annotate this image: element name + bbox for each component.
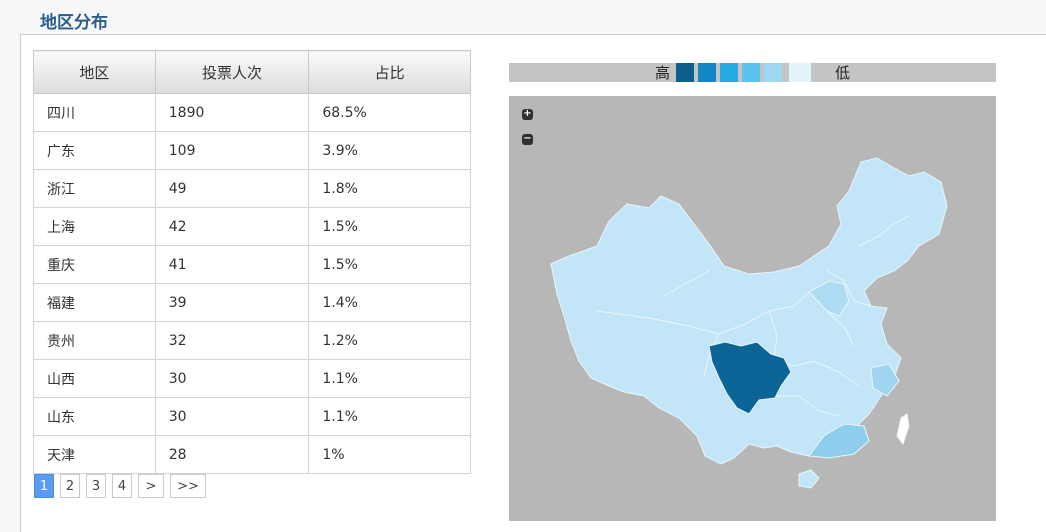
- china-map[interactable]: + −: [509, 96, 996, 521]
- cell-votes: 32: [154, 321, 310, 360]
- map-svg: [550, 157, 948, 489]
- legend-swatch: [764, 63, 782, 82]
- legend-low-label: 低: [835, 64, 851, 82]
- region-table: 地区 投票人次 占比 四川 1890 68.5% 广东 109 3.9% 浙江 49 1.8…: [33, 50, 471, 474]
- cell-share: 1.8%: [308, 169, 471, 208]
- cell-share: 1.5%: [308, 207, 471, 246]
- cell-votes: 109: [154, 131, 310, 170]
- legend-swatch: [698, 63, 716, 82]
- table-row: 天津 28 1%: [33, 435, 471, 474]
- table-header-row: 地区 投票人次 占比: [33, 50, 471, 94]
- page-button-2[interactable]: 2: [60, 474, 80, 498]
- cell-share: 1.1%: [308, 359, 471, 398]
- cell-votes: 30: [154, 397, 310, 436]
- cell-votes: 30: [154, 359, 310, 398]
- cell-region: 山东: [33, 397, 156, 436]
- cell-votes: 41: [154, 245, 310, 284]
- table-row: 上海 42 1.5%: [33, 207, 471, 246]
- legend-swatch: [789, 63, 811, 82]
- cell-votes: 42: [154, 207, 310, 246]
- table-row: 山西 30 1.1%: [33, 359, 471, 398]
- next-page-button[interactable]: >: [138, 474, 164, 498]
- column-header-votes[interactable]: 投票人次: [154, 50, 310, 94]
- panel-border: [20, 34, 21, 532]
- map-legend: 高 低: [509, 63, 996, 82]
- cell-share: 3.9%: [308, 131, 471, 170]
- zoom-in-button[interactable]: +: [522, 108, 533, 120]
- table-row: 浙江 49 1.8%: [33, 169, 471, 208]
- cell-region: 山西: [33, 359, 156, 398]
- page-button-1[interactable]: 1: [34, 474, 54, 498]
- cell-votes: 28: [154, 435, 310, 474]
- legend-high-label: 高: [655, 64, 671, 82]
- map-region-taiwan[interactable]: [896, 413, 910, 446]
- column-header-region[interactable]: 地区: [33, 50, 156, 94]
- map-region-guangdong[interactable]: [808, 423, 870, 459]
- table-row: 福建 39 1.4%: [33, 283, 471, 322]
- column-header-share[interactable]: 占比: [308, 50, 471, 94]
- map-region-mainland[interactable]: [550, 157, 948, 465]
- page-button-3[interactable]: 3: [86, 474, 106, 498]
- cell-share: 1.2%: [308, 321, 471, 360]
- page-button-4[interactable]: 4: [112, 474, 132, 498]
- map-region-sichuan[interactable]: [708, 341, 792, 415]
- cell-votes: 1890: [154, 93, 310, 132]
- cell-share: 1%: [308, 435, 471, 474]
- legend-swatch: [676, 63, 694, 82]
- table-row: 贵州 32 1.2%: [33, 321, 471, 360]
- cell-region: 四川: [33, 93, 156, 132]
- section-title: 地区分布: [40, 13, 108, 33]
- cell-region: 天津: [33, 435, 156, 474]
- legend-swatch: [742, 63, 760, 82]
- last-page-button[interactable]: >>: [170, 474, 206, 498]
- cell-region: 贵州: [33, 321, 156, 360]
- cell-region: 重庆: [33, 245, 156, 284]
- cell-region: 上海: [33, 207, 156, 246]
- map-region-zhejiang[interactable]: [870, 363, 900, 397]
- table-row: 山东 30 1.1%: [33, 397, 471, 436]
- pagination: 1 2 3 4 > >>: [34, 474, 206, 498]
- cell-region: 广东: [33, 131, 156, 170]
- map-region-east[interactable]: [808, 280, 850, 317]
- map-region-hainan[interactable]: [798, 469, 820, 489]
- cell-share: 1.5%: [308, 245, 471, 284]
- table-row: 重庆 41 1.5%: [33, 245, 471, 284]
- cell-votes: 49: [154, 169, 310, 208]
- table-row: 四川 1890 68.5%: [33, 93, 471, 132]
- cell-region: 福建: [33, 283, 156, 322]
- zoom-out-button[interactable]: −: [522, 133, 533, 145]
- cell-share: 1.4%: [308, 283, 471, 322]
- table-row: 广东 109 3.9%: [33, 131, 471, 170]
- cell-share: 68.5%: [308, 93, 471, 132]
- cell-region: 浙江: [33, 169, 156, 208]
- cell-share: 1.1%: [308, 397, 471, 436]
- title-divider: [20, 34, 1046, 35]
- cell-votes: 39: [154, 283, 310, 322]
- legend-swatch: [720, 63, 738, 82]
